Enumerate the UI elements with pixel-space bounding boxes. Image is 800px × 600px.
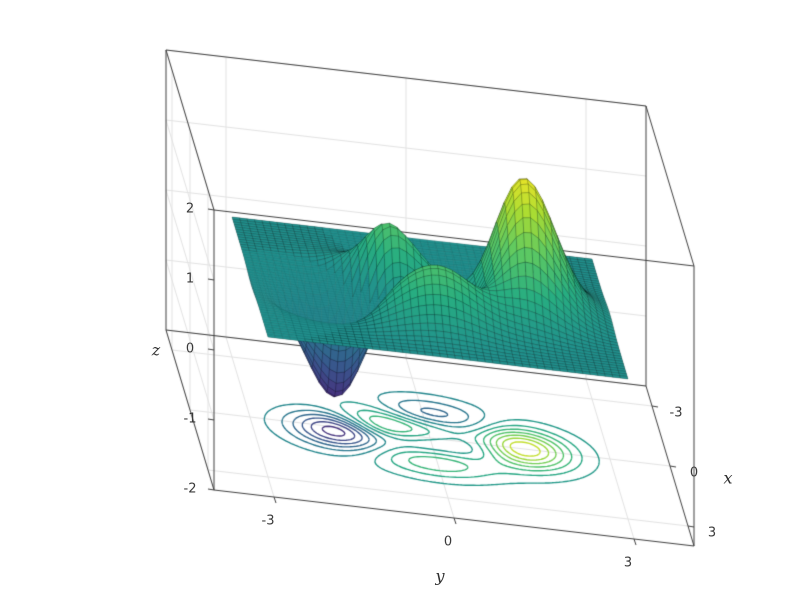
surface-plot-canvas <box>0 0 800 600</box>
figure: x y z -3 0 3 -3 0 3 -2 -1 0 1 2 <box>0 0 800 600</box>
